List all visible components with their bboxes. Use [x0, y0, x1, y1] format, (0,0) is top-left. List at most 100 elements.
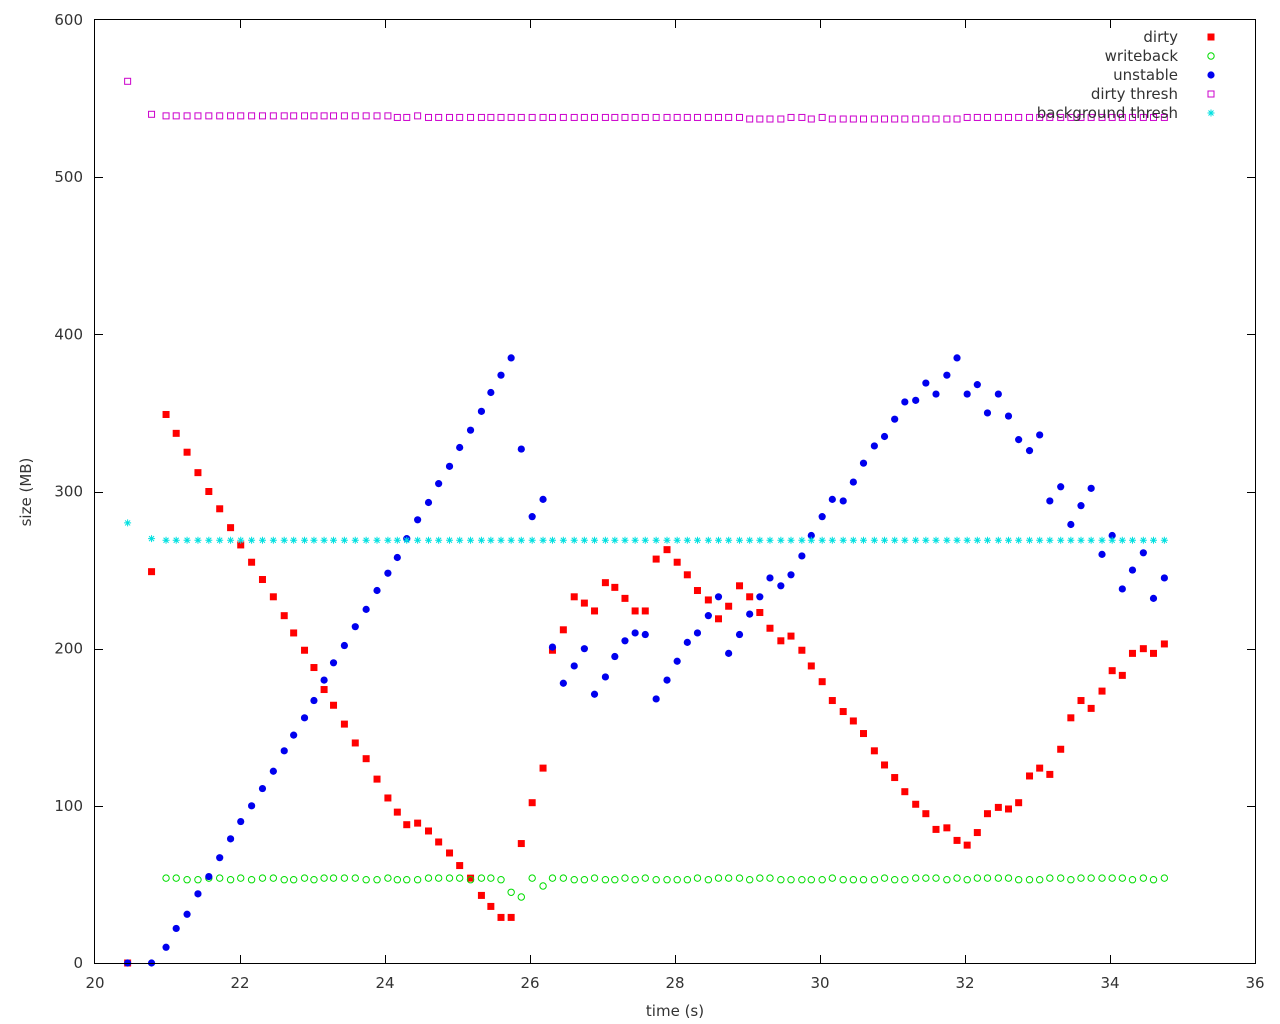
background-thresh-point: [932, 536, 940, 544]
background-thresh-point: [1026, 536, 1034, 544]
unstable-point: [663, 676, 671, 684]
unstable-point: [1036, 431, 1044, 439]
unstable-point: [818, 513, 826, 521]
dirty-thresh-point: [673, 113, 681, 121]
background-thresh-point: [548, 536, 556, 544]
unstable-point: [329, 659, 338, 667]
dirty-thresh-point: [746, 115, 754, 123]
writeback-point: [237, 874, 245, 882]
writeback-point: [798, 876, 806, 884]
writeback-point: [1128, 876, 1137, 884]
legend-label-writeback: writeback: [1105, 47, 1179, 65]
writeback-point: [434, 874, 443, 882]
writeback-point: [890, 876, 899, 884]
writeback-point: [652, 876, 660, 884]
dirty-thresh-point: [1160, 113, 1168, 121]
unstable-point: [641, 630, 649, 639]
background-thresh-point: [435, 536, 443, 544]
unstable-point: [994, 390, 1002, 398]
unstable-point: [351, 623, 359, 631]
dirty-thresh-point: [477, 113, 485, 121]
background-thresh-point: [1087, 536, 1095, 544]
dirty-point: [881, 761, 889, 769]
dirty-thresh-point: [194, 112, 202, 120]
dirty-point: [1077, 697, 1085, 705]
dirty-thresh-point: [828, 115, 836, 123]
dirty-thresh-point: [766, 115, 774, 123]
background-thresh-point: [362, 536, 370, 544]
writeback-point: [807, 876, 815, 884]
dirty-point: [393, 808, 401, 816]
writeback-point: [1077, 874, 1085, 882]
writeback-point: [1035, 876, 1044, 884]
writeback-point: [1087, 874, 1095, 882]
dirty-point: [414, 819, 422, 827]
writeback-point: [922, 874, 930, 882]
y-tick-label: 400: [54, 325, 83, 343]
legend-marker-writeback: [1207, 52, 1215, 60]
unstable-point: [226, 835, 235, 843]
x-tick-label: 36: [1245, 974, 1264, 992]
dirty-thresh-point: [258, 112, 266, 120]
legend-label-unstable: unstable: [1113, 66, 1178, 84]
unstable-point: [172, 924, 180, 933]
unstable-point: [901, 398, 909, 406]
dirty-thresh-point: [736, 113, 744, 121]
dirty-thresh-point: [373, 112, 381, 120]
dirty-thresh-point: [777, 115, 785, 123]
x-tick-label: 34: [1100, 974, 1119, 992]
writeback-point: [559, 874, 568, 882]
legend-label-dirty-thresh: dirty thresh: [1091, 85, 1178, 103]
unstable-point: [746, 610, 754, 618]
background-thresh-point: [528, 536, 536, 544]
background-thresh-point: [124, 519, 132, 527]
dirty-point: [1087, 704, 1095, 712]
x-tick-label: 30: [810, 974, 829, 992]
dirty-thresh-point: [310, 112, 318, 120]
background-thresh-point: [414, 536, 422, 544]
background-thresh-point: [973, 536, 981, 544]
dirty-thresh-point: [683, 113, 691, 121]
writeback-point: [340, 874, 349, 882]
writeback-point: [226, 876, 235, 884]
background-thresh-point: [631, 536, 639, 544]
unstable-point: [922, 379, 930, 387]
dirty-thresh-point: [183, 112, 191, 120]
background-thresh-point: [1067, 536, 1075, 544]
dirty-thresh-point: [280, 112, 288, 120]
dirty-point: [290, 629, 298, 637]
dirty-thresh-point: [528, 113, 536, 121]
unstable-point: [590, 690, 599, 698]
background-thresh-point: [663, 536, 671, 544]
dirty-thresh-point: [1005, 113, 1012, 121]
background-thresh-point: [1005, 536, 1012, 544]
y-tick-label: 200: [54, 640, 83, 658]
y-tick-label: 300: [54, 483, 83, 501]
dirty-thresh-point: [403, 113, 411, 121]
unstable-point: [963, 390, 971, 398]
dirty-point: [456, 862, 464, 870]
background-thresh-point: [507, 536, 515, 544]
background-thresh-point: [1077, 536, 1085, 544]
dirty-thresh-point: [725, 113, 733, 121]
background-thresh-point: [704, 536, 712, 544]
background-thresh-point: [216, 536, 224, 544]
writeback-point: [839, 876, 847, 884]
dirty-thresh-point: [1118, 113, 1126, 121]
legend-marker-background-thresh: [1207, 109, 1215, 117]
writeback-point: [880, 874, 889, 882]
writeback-point: [983, 874, 992, 882]
unstable-point: [320, 676, 328, 684]
writeback-point: [517, 893, 525, 901]
writeback-point: [745, 876, 754, 884]
writeback-point: [1014, 876, 1023, 884]
writeback-point: [953, 874, 961, 882]
unstable-point: [528, 513, 536, 521]
unstable-point: [601, 673, 610, 681]
dirty-point: [1057, 745, 1065, 753]
dirty-point: [148, 568, 156, 576]
unstable-point: [693, 629, 702, 637]
background-thresh-point: [425, 536, 432, 544]
dirty-thresh-point: [704, 113, 712, 121]
dirty-point: [963, 841, 971, 849]
